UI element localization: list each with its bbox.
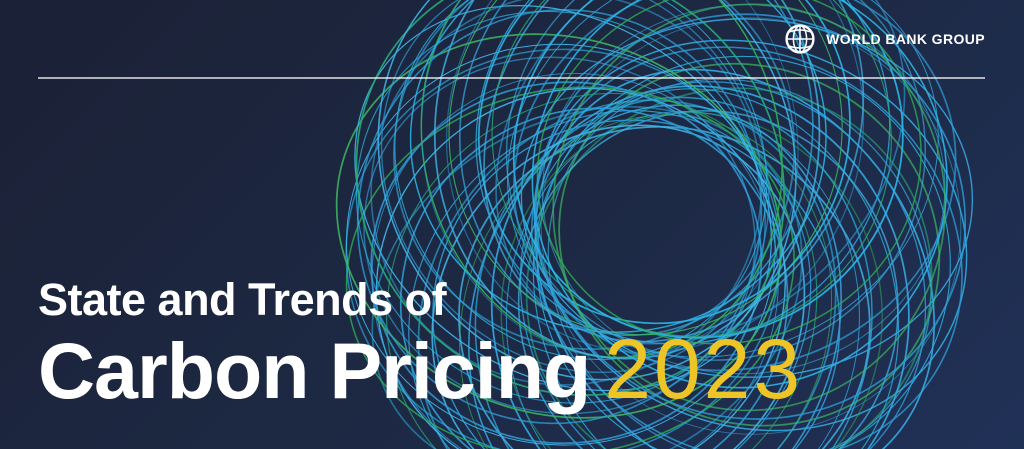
header-divider-line [38,77,985,79]
report-title-line2: Carbon Pricing 2023 [38,327,803,411]
report-title-line1: State and Trends of [38,274,447,325]
report-title-year: 2023 [604,322,804,416]
world-bank-logo-text: WORLD BANK GROUP [826,31,985,47]
world-bank-logo: WORLD BANK GROUP [782,21,985,57]
world-bank-globe-icon [785,24,815,54]
report-title-main: Carbon Pricing [38,326,591,415]
